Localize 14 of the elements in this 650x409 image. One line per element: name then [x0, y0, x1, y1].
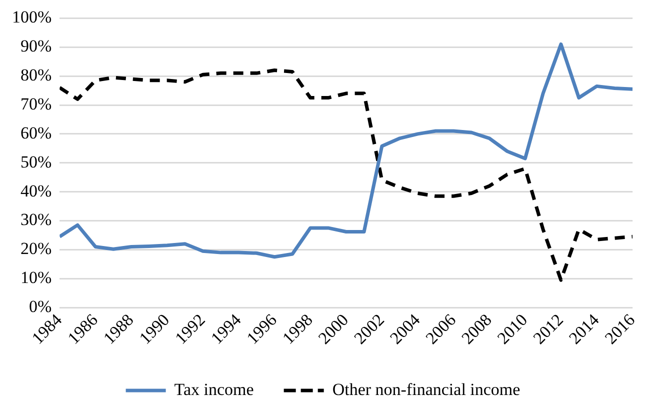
y-tick-label: 10% [20, 268, 52, 288]
y-tick-label: 40% [20, 181, 52, 200]
y-tick-label: 100% [12, 8, 52, 27]
y-tick-label: 70% [20, 94, 52, 114]
legend-label: Other non-financial income [332, 380, 520, 399]
y-tick-label: 90% [20, 36, 52, 56]
line-series [60, 68, 633, 282]
y-tick-label: 0% [28, 297, 52, 316]
y-tick-label: 30% [20, 210, 52, 230]
legend-label: Tax income [174, 380, 254, 399]
y-tick-label: 50% [20, 152, 52, 172]
y-tick-label: 60% [20, 123, 52, 142]
y-tick-label: 80% [20, 66, 52, 85]
y-tick-label: 20% [20, 239, 52, 258]
